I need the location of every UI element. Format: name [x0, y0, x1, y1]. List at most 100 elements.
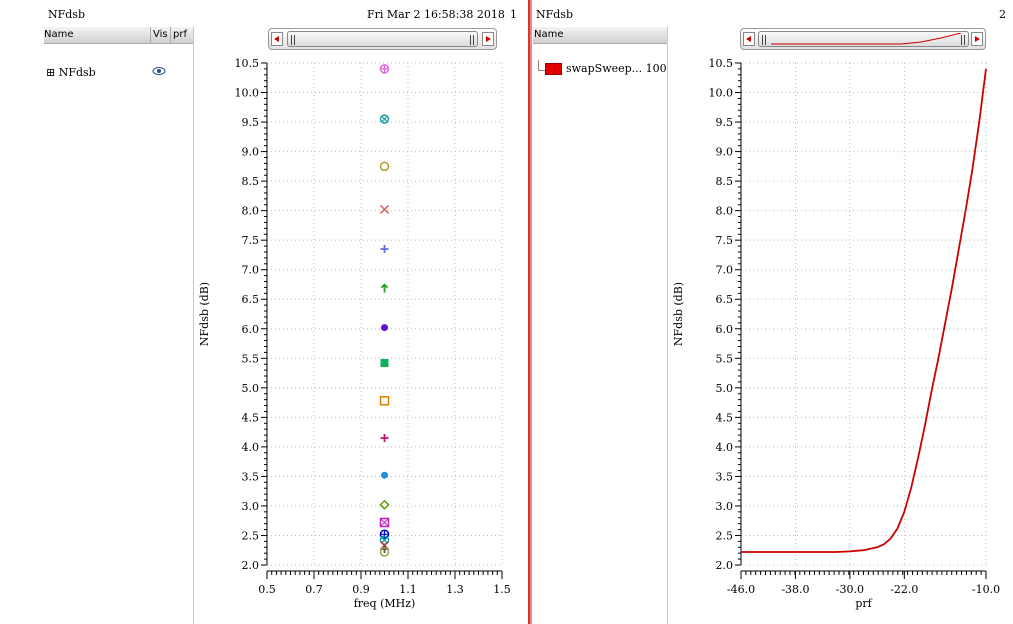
window-divider-left[interactable]	[528, 0, 530, 624]
legend-label[interactable]: swapSweep... 100	[566, 62, 667, 75]
y-tick-label: 7.5	[242, 234, 260, 247]
y-tick-label: 7.0	[242, 264, 260, 277]
tree-item-nfdsb[interactable]: ⊞ NFdsb	[46, 66, 96, 79]
series-line[interactable]	[741, 68, 987, 553]
scroll-right-arrow-icon[interactable]	[971, 32, 983, 46]
left-list-divider	[193, 27, 194, 624]
x-axis-label: prf	[855, 597, 872, 610]
y-tick-label: 6.5	[716, 293, 734, 306]
x-tick-label: 0.5	[258, 583, 276, 596]
scatter-point	[379, 499, 390, 510]
x-tick-label: 1.5	[493, 583, 511, 596]
y-tick-label: 4.5	[242, 411, 260, 424]
x-tick-label: -22.0	[890, 583, 918, 596]
y-tick-label: 8.0	[716, 205, 734, 218]
x-tick-label: -38.0	[781, 583, 809, 596]
y-tick-label: 5.0	[716, 382, 734, 395]
y-tick-label: 10.5	[709, 57, 734, 70]
y-tick-label: 4.0	[242, 441, 260, 454]
y-tick-label: 7.0	[716, 264, 734, 277]
y-tick-label: 2.5	[716, 529, 734, 542]
chart-nfdsb-vs-freq[interactable]: 2.0 2.5 3.0 3.5 4.0 4.5 5.0 5.5 6.0 6.5 7.0 7.5 8.0 8…	[194, 55, 524, 624]
x-axis-label: freq (MHz)	[354, 597, 416, 610]
scatter-point	[379, 161, 390, 172]
y-tick-label: 2.0	[242, 559, 260, 572]
scroll-left-arrow-icon[interactable]	[743, 32, 755, 46]
column-prf[interactable]: prf	[170, 27, 187, 43]
y-tick-label: 8.5	[242, 175, 260, 188]
column-name[interactable]: Name	[534, 29, 564, 40]
y-tick-label: 2.0	[716, 559, 734, 572]
left-x-scrollbar[interactable]	[268, 28, 497, 50]
overview-curve	[771, 33, 961, 45]
y-tick-label: 9.0	[716, 146, 734, 159]
x-tick-label: -10.0	[972, 583, 1000, 596]
y-tick-label: 9.0	[242, 146, 260, 159]
x-tick-label: 1.3	[446, 583, 464, 596]
y-tick-label: 3.0	[242, 500, 260, 513]
y-tick-label: 4.0	[716, 441, 734, 454]
right-x-scrollbar[interactable]	[740, 28, 986, 50]
right-list-divider	[667, 27, 668, 624]
right-scroll-thumb[interactable]	[758, 31, 969, 47]
x-tick-label: 1.1	[399, 583, 417, 596]
y-tick-label: 3.0	[716, 500, 734, 513]
left-panel-number: 1	[510, 8, 517, 21]
y-tick-label: 6.0	[242, 323, 260, 336]
right-panel-number: 2	[999, 8, 1006, 21]
tree-item-label: NFdsb	[58, 66, 96, 79]
y-tick-label: 6.5	[242, 293, 260, 306]
y-tick-label: 2.5	[242, 529, 260, 542]
y-tick-label: 4.5	[716, 411, 734, 424]
y-tick-label: 5.5	[716, 352, 734, 365]
y-tick-label: 3.5	[716, 470, 734, 483]
x-tick-label: -30.0	[836, 583, 864, 596]
y-tick-label: 8.5	[716, 175, 734, 188]
scatter-point	[379, 114, 390, 124]
scroll-right-arrow-icon[interactable]	[482, 32, 494, 46]
y-tick-label: 9.5	[716, 116, 734, 129]
y-axis-label: NFdsb (dB)	[672, 282, 685, 346]
legend-swatch	[545, 63, 562, 75]
scatter-point	[380, 245, 389, 254]
expand-icon[interactable]: ⊞	[46, 66, 56, 79]
scatter-point	[379, 64, 390, 74]
scatter-point	[379, 396, 390, 406]
left-panel-timestamp: Fri Mar 2 16:58:38 2018	[367, 8, 505, 21]
scatter-point	[379, 204, 390, 214]
x-tick-label: -46.0	[727, 583, 755, 596]
scroll-left-arrow-icon[interactable]	[271, 32, 283, 46]
left-panel-title: NFdsb	[48, 8, 85, 21]
scatter-point	[380, 283, 389, 293]
scatter-point	[381, 471, 388, 479]
scatter-point	[380, 359, 389, 368]
scatter-point	[379, 529, 390, 540]
y-tick-label: 8.0	[242, 205, 260, 218]
scatter-point	[379, 547, 390, 557]
x-tick-label: 0.7	[305, 583, 323, 596]
y-tick-label: 9.5	[242, 116, 260, 129]
y-tick-label: 5.0	[242, 382, 260, 395]
scatter-point	[379, 535, 390, 545]
y-tick-label: 3.5	[242, 470, 260, 483]
scatter-point	[380, 434, 389, 443]
y-tick-label: 5.5	[242, 352, 260, 365]
y-tick-label: 7.5	[716, 234, 734, 247]
y-axis-label: NFdsb (dB)	[198, 282, 211, 346]
window-divider-right[interactable]	[530, 0, 532, 624]
y-tick-label: 10.0	[235, 87, 260, 100]
column-name[interactable]: Name	[44, 29, 74, 40]
scatter-point	[379, 517, 390, 528]
y-tick-label: 10.0	[709, 87, 734, 100]
scatter-point	[381, 324, 388, 332]
y-tick-label: 6.0	[716, 323, 734, 336]
x-tick-label: 0.9	[352, 583, 370, 596]
left-scroll-thumb[interactable]	[287, 31, 478, 47]
right-panel-title: NFdsb	[536, 8, 573, 21]
chart-nfdsb-vs-prf[interactable]: 2.0 2.5 3.0 3.5 4.0 4.5 5.0 5.5 6.0 6.5 7.0 7.5 8.0 8…	[668, 55, 1013, 624]
tree-connector	[538, 60, 547, 71]
eye-icon[interactable]	[152, 66, 166, 76]
left-list-header: Name Vis prf	[44, 27, 193, 44]
column-vis[interactable]: Vis	[150, 27, 168, 43]
y-tick-label: 10.5	[235, 57, 260, 70]
